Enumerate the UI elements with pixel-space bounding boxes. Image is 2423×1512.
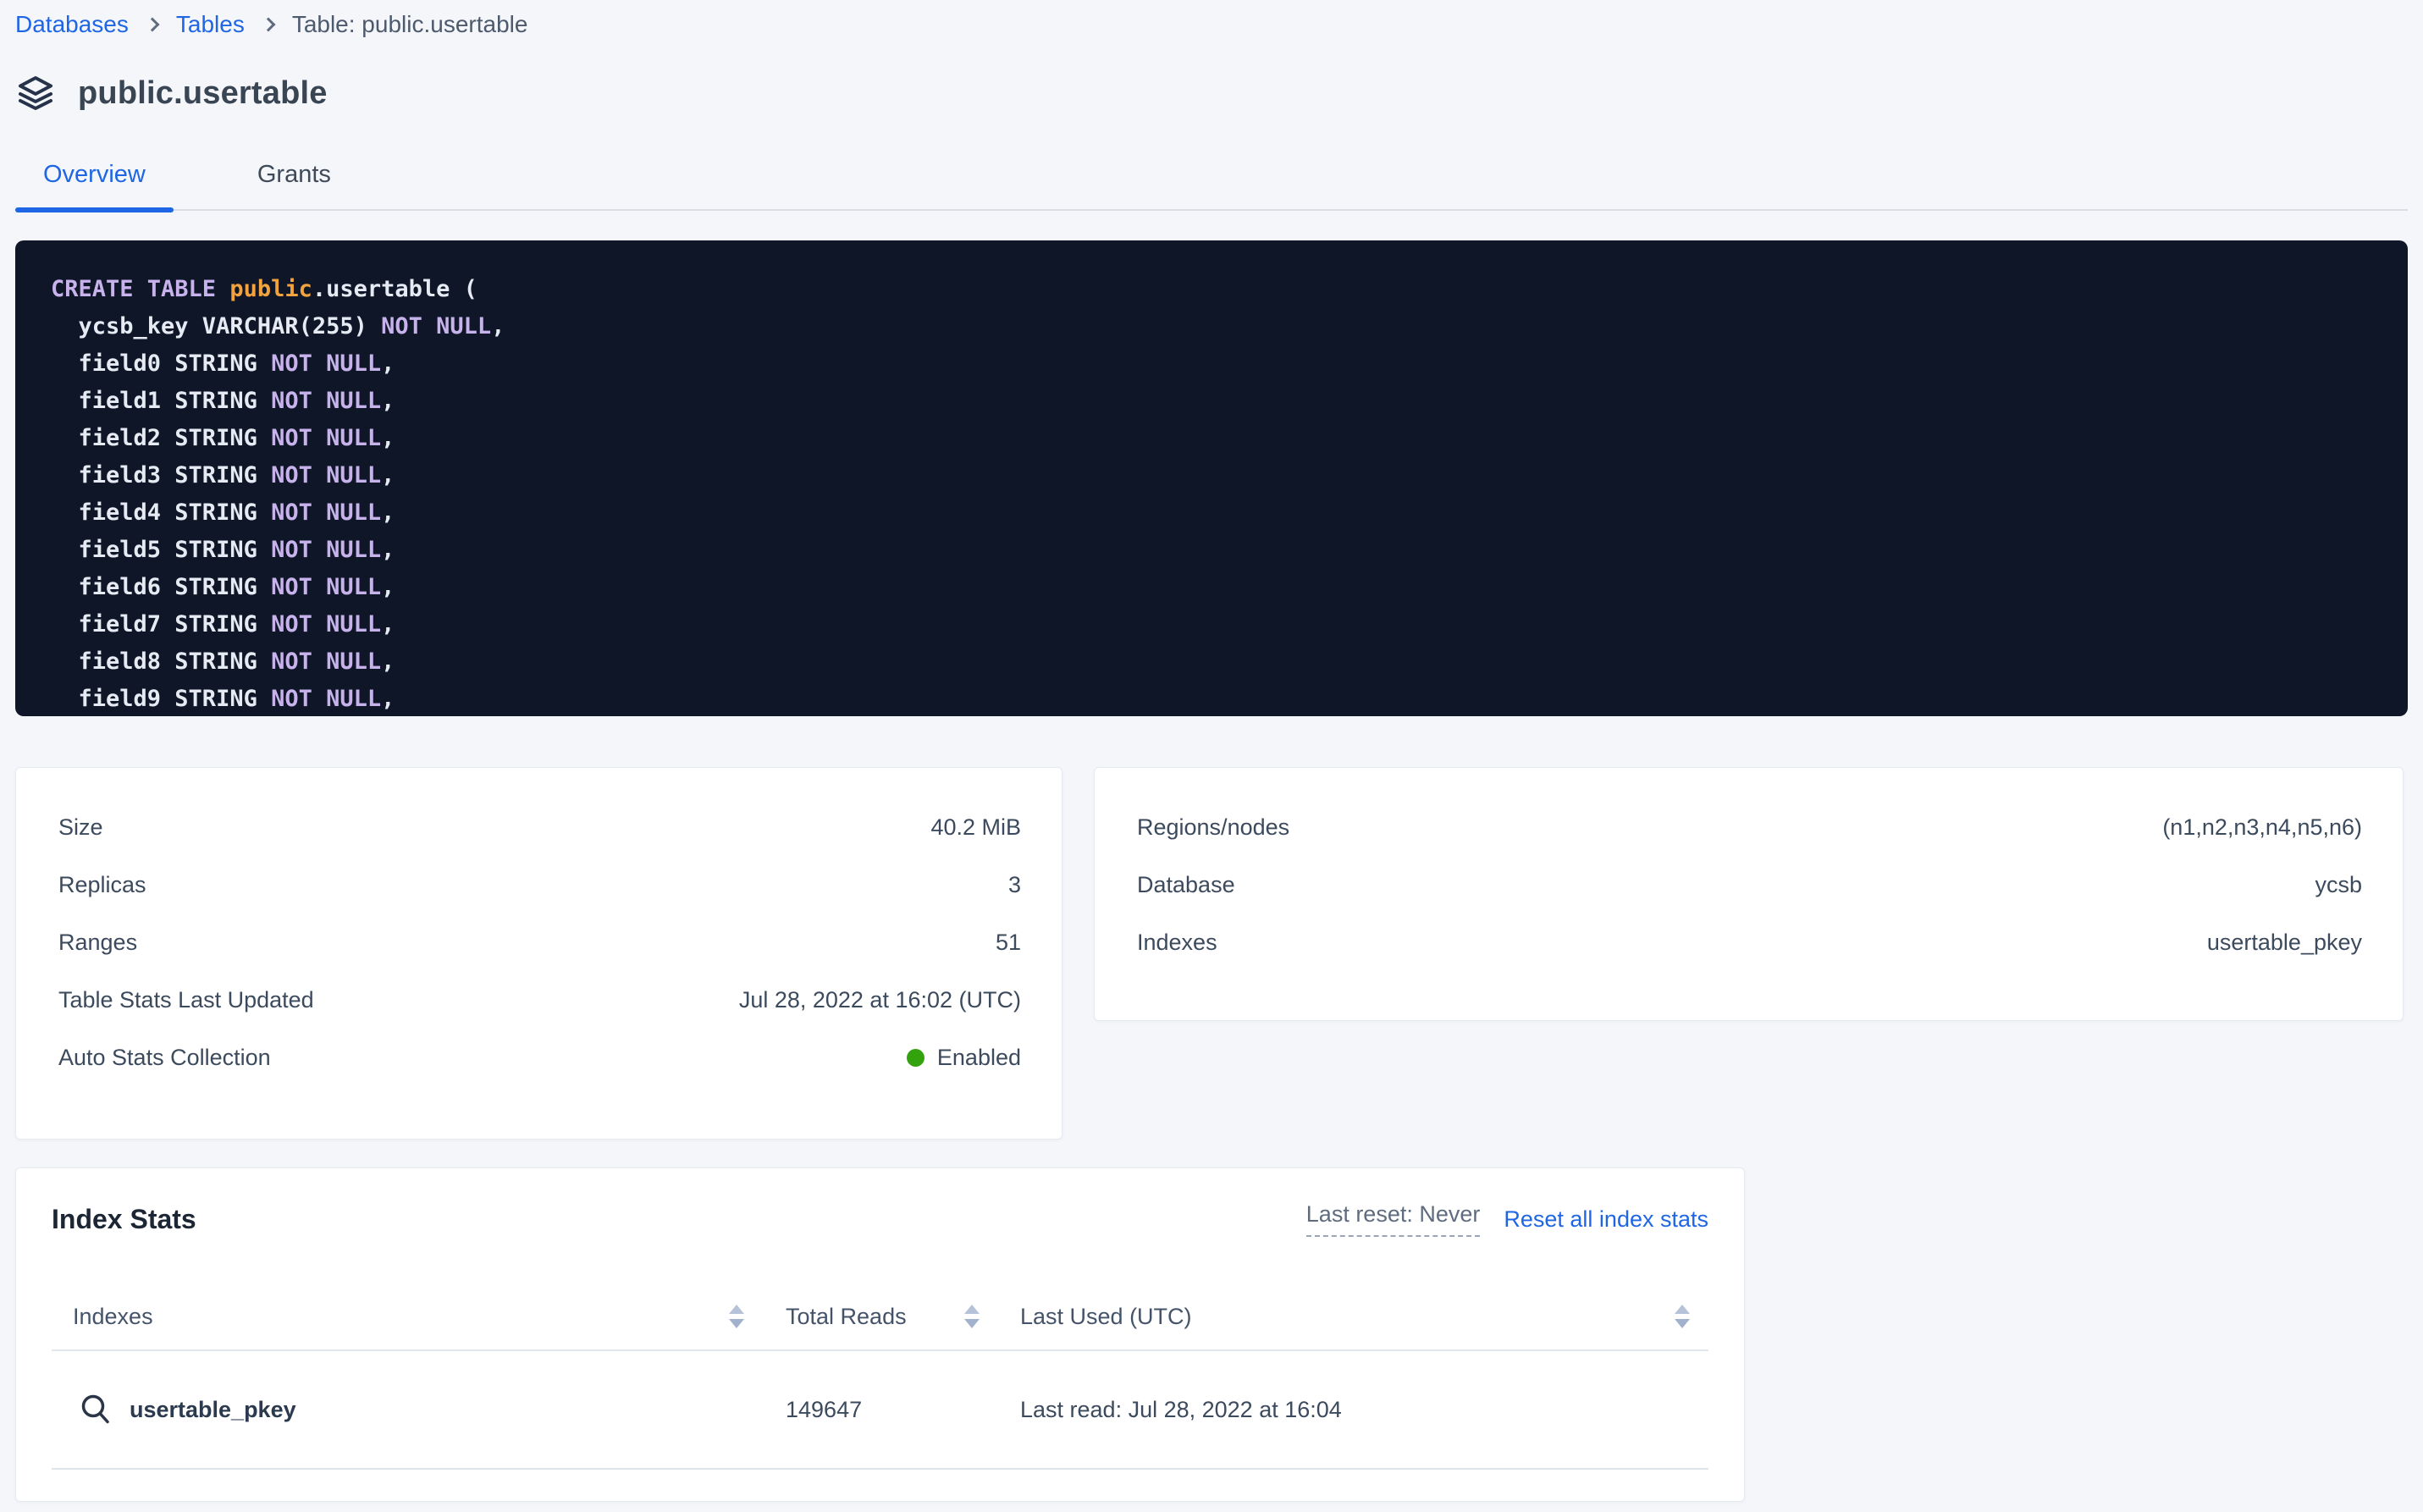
create-table-sql-box[interactable]: CREATE TABLE public.usertable ( ycsb_key… (15, 240, 2408, 716)
index-table-row: usertable_pkey 149647 Last read: Jul 28,… (52, 1351, 1708, 1470)
stat-label: Table Stats Last Updated (58, 986, 314, 1013)
tab-bar: Overview Grants (15, 161, 2408, 212)
stat-row-auto-stats: Auto Stats Collection Enabled (58, 1029, 1021, 1086)
sql-line: field9 STRING NOT NULL, (51, 686, 395, 712)
sql-line: field2 STRING NOT NULL, (51, 425, 395, 451)
stat-value: (n1,n2,n3,n4,n5,n6) (2162, 814, 2362, 840)
stat-label: Ranges (58, 929, 138, 955)
sql-line: field5 STRING NOT NULL, (51, 537, 395, 563)
sql-line: field0 STRING NOT NULL, (51, 350, 395, 377)
chevron-right-icon (261, 17, 276, 32)
status-text: Enabled (936, 1044, 1021, 1070)
index-table-header: Indexes Total Reads Last Used (UTC) (52, 1283, 1708, 1351)
index-name-cell: usertable_pkey (52, 1391, 729, 1428)
breadcrumb-current: Table: public.usertable (291, 11, 528, 37)
stat-value: 3 (1007, 871, 1021, 897)
stat-label: Indexes (1137, 929, 1217, 955)
sql-line: field4 STRING NOT NULL, (51, 499, 395, 526)
stat-value: usertable_pkey (2206, 929, 2362, 955)
index-stats-actions: Last reset: Never Reset all index stats (1305, 1201, 1708, 1237)
stat-label: Size (58, 814, 103, 840)
stat-label: Database (1137, 871, 1235, 897)
stat-label: Regions/nodes (1137, 814, 1290, 840)
stat-value: Jul 28, 2022 at 16:02 (UTC) (738, 986, 1021, 1013)
table-layers-icon (19, 76, 52, 110)
sql-line: field3 STRING NOT NULL, (51, 462, 395, 488)
stat-row-stats-last-updated: Table Stats Last Updated Jul 28, 2022 at… (58, 971, 1021, 1029)
tab-overview[interactable]: Overview (15, 161, 174, 212)
column-header-indexes[interactable]: Indexes (73, 1303, 153, 1329)
sql-line: CREATE TABLE public.usertable ( (51, 276, 477, 302)
index-stats-title: Index Stats (52, 1203, 196, 1234)
search-icon (81, 1394, 109, 1424)
breadcrumb: Databases Tables Table: public.usertable (15, 0, 2408, 41)
sort-up-down-icon[interactable] (1675, 1305, 1690, 1328)
stat-label: Replicas (58, 871, 146, 897)
index-stats-card: Index Stats Last reset: Never Reset all … (15, 1167, 1745, 1502)
table-stats-card: Size 40.2 MiB Replicas 3 Ranges 51 Table… (15, 767, 1062, 1140)
column-header-total-reads[interactable]: Total Reads (786, 1303, 907, 1329)
stat-row-database: Database ycsb (1137, 856, 2362, 913)
breadcrumb-link-databases[interactable]: Databases (15, 11, 129, 37)
total-reads-value: 149647 (786, 1396, 863, 1422)
stat-value: 51 (995, 929, 1021, 955)
page-title: public.usertable (78, 74, 328, 111)
stat-row-regions-nodes: Regions/nodes (n1,n2,n3,n4,n5,n6) (1137, 798, 2362, 856)
sql-line: ycsb_key VARCHAR(255) NOT NULL, (51, 313, 505, 339)
page-header: public.usertable (15, 73, 2408, 113)
breadcrumb-link-tables[interactable]: Tables (175, 11, 245, 37)
sql-line: field6 STRING NOT NULL, (51, 574, 395, 600)
sort-up-down-icon[interactable] (964, 1305, 980, 1328)
stat-value: ycsb (2315, 871, 2362, 897)
sql-line: field7 STRING NOT NULL, (51, 611, 395, 637)
stat-label: Auto Stats Collection (58, 1044, 271, 1070)
stat-row-ranges: Ranges 51 (58, 913, 1021, 971)
sql-line: field1 STRING NOT NULL, (51, 388, 395, 414)
stat-value: 40.2 MiB (930, 814, 1021, 840)
stat-row-size: Size 40.2 MiB (58, 798, 1021, 856)
column-header-last-used[interactable]: Last Used (UTC) (1020, 1303, 1192, 1329)
index-link-usertable-pkey[interactable]: usertable_pkey (130, 1396, 296, 1422)
last-reset-label: Last reset: Never (1305, 1201, 1481, 1237)
last-used-value: Last read: Jul 28, 2022 at 16:04 (1020, 1396, 1342, 1422)
stat-row-replicas: Replicas 3 (58, 856, 1021, 913)
reset-all-index-stats-link[interactable]: Reset all index stats (1504, 1206, 1708, 1232)
sort-up-down-icon[interactable] (729, 1305, 744, 1328)
table-details-card: Regions/nodes (n1,n2,n3,n4,n5,n6) Databa… (1094, 767, 2404, 1021)
chevron-right-icon (145, 17, 160, 32)
index-stats-header: Index Stats Last reset: Never Reset all … (52, 1197, 1708, 1241)
sql-line: field8 STRING NOT NULL, (51, 648, 395, 675)
status-dot-enabled (906, 1048, 924, 1067)
stat-value: Enabled (906, 1044, 1021, 1071)
stats-cards-row: Size 40.2 MiB Replicas 3 Ranges 51 Table… (15, 767, 2408, 1140)
tab-grants[interactable]: Grants (257, 161, 331, 188)
stat-row-indexes: Indexes usertable_pkey (1137, 913, 2362, 971)
